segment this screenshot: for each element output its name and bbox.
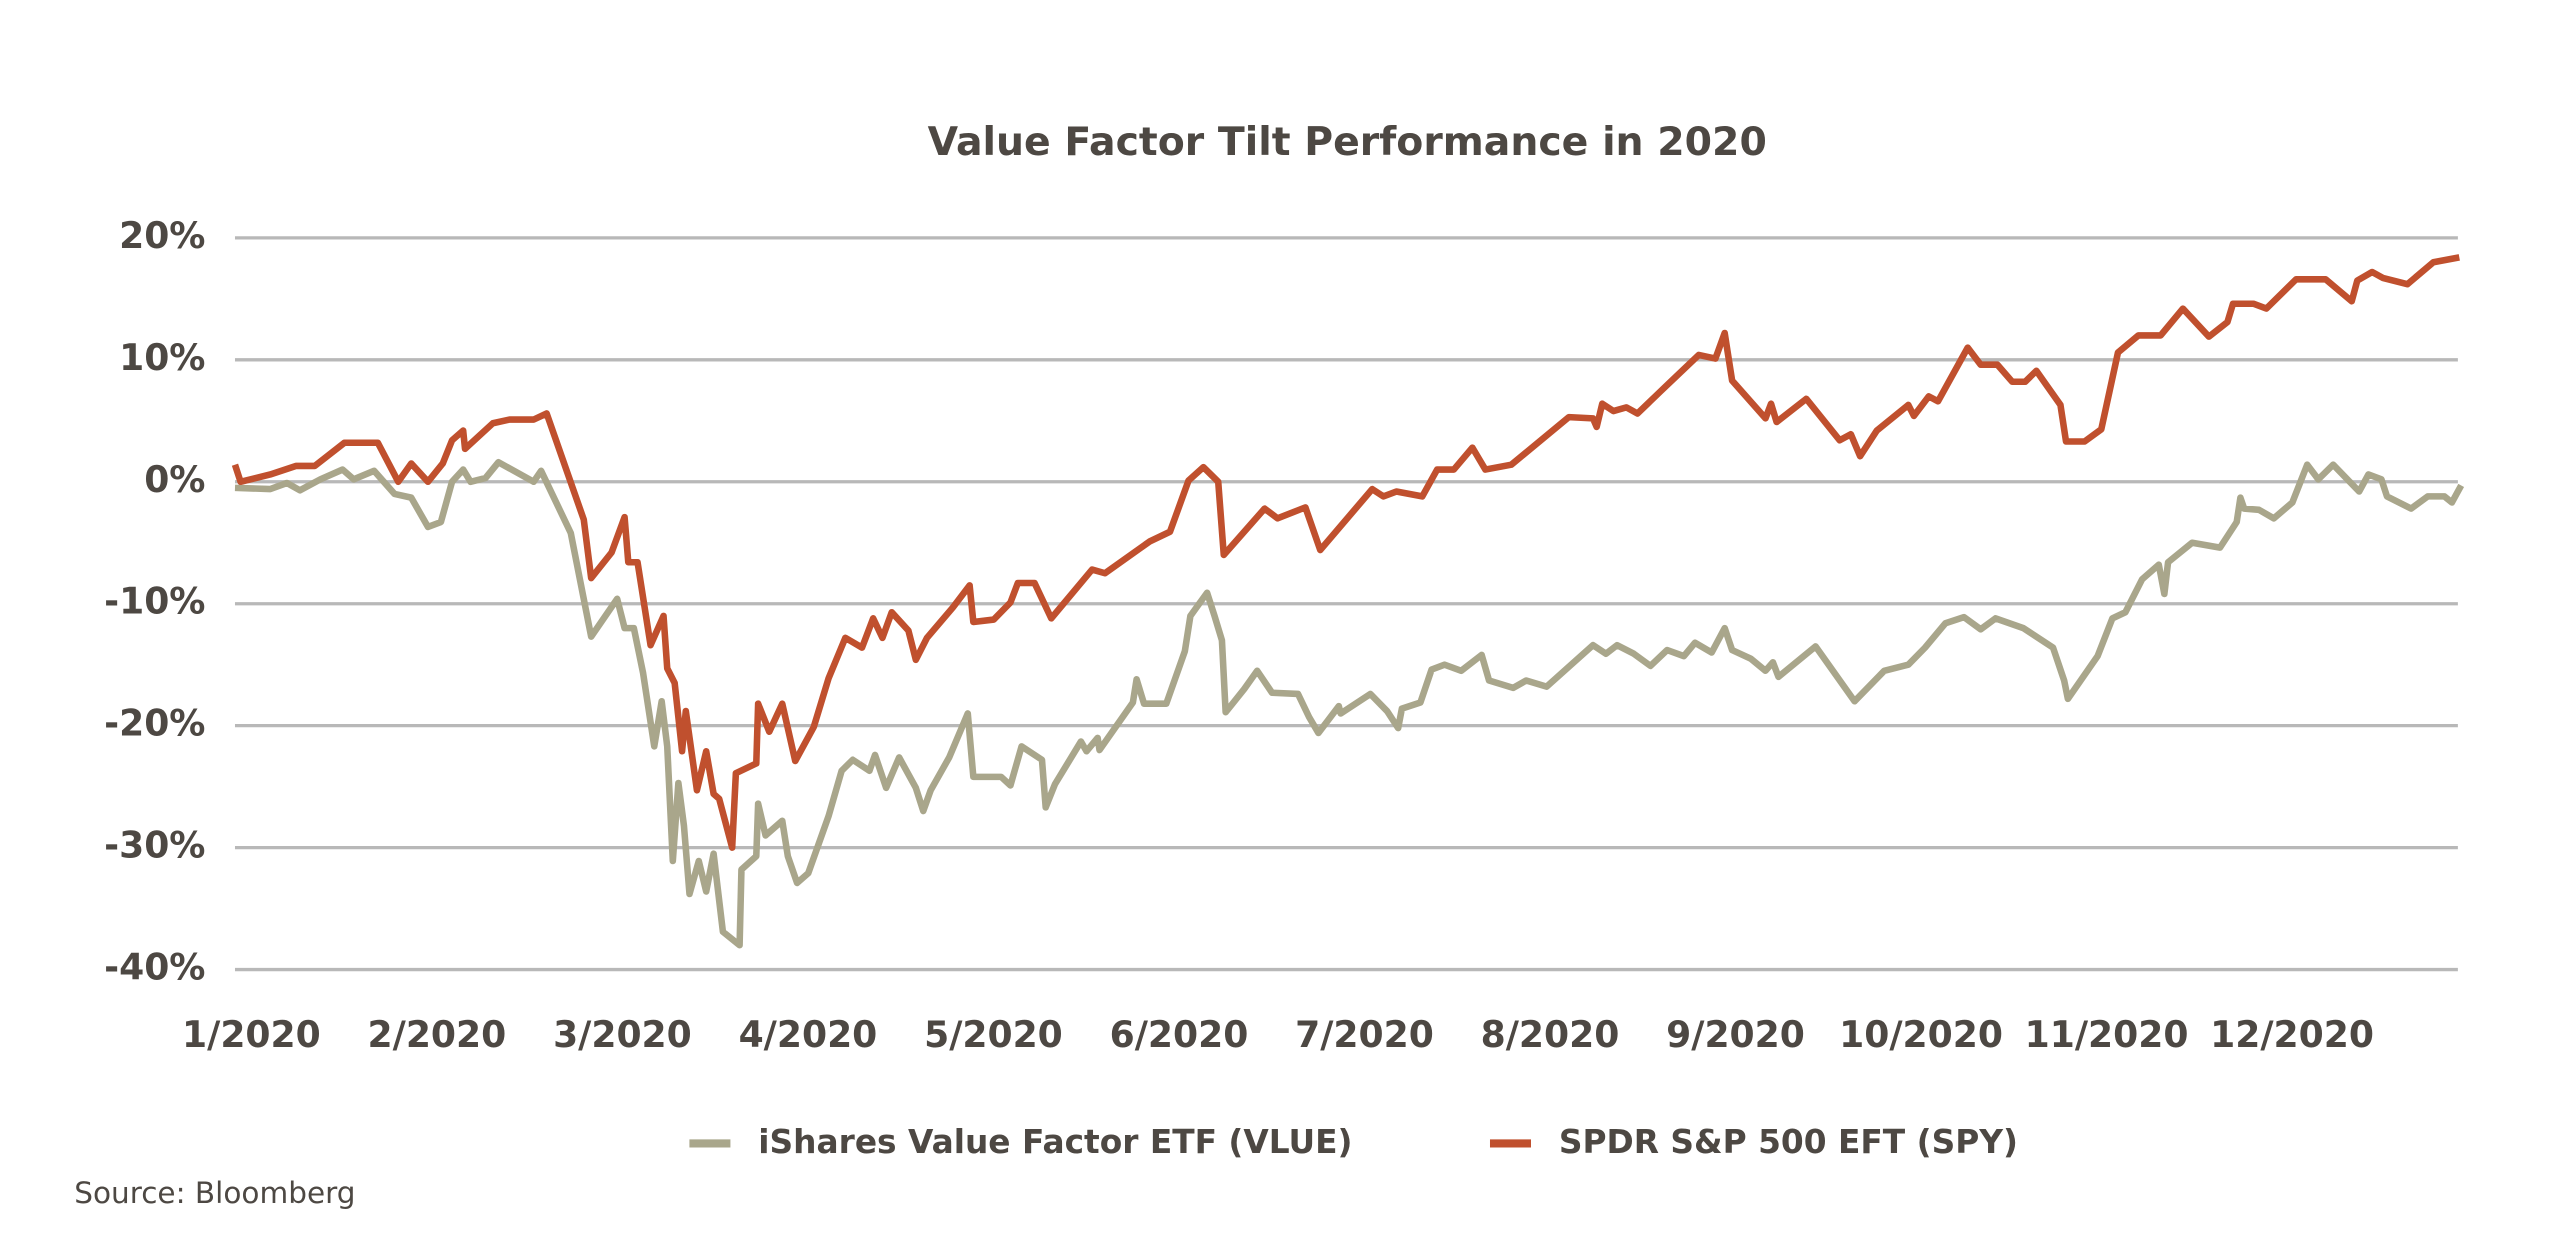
x-tick-label: 1/2020 (182, 1014, 321, 1056)
x-tick-label: 6/2020 (1110, 1014, 1249, 1056)
y-tick-label: 20% (119, 215, 205, 257)
y-tick-label: 0% (144, 459, 205, 501)
y-tick-label: -30% (104, 825, 205, 867)
x-tick-label: 11/2020 (2025, 1014, 2189, 1056)
x-tick-label: 2/2020 (368, 1014, 507, 1056)
x-tick-label: 9/2020 (1666, 1014, 1805, 1056)
x-tick-label: 10/2020 (1839, 1014, 2003, 1056)
x-tick-label: 7/2020 (1295, 1014, 1434, 1056)
chart-title: Value Factor Tilt Performance in 2020 (928, 119, 1767, 165)
series-line (234, 458, 2465, 949)
y-tick-label: -40% (104, 947, 205, 989)
x-tick-label: 8/2020 (1481, 1014, 1620, 1056)
x-tick-label: 3/2020 (553, 1014, 692, 1056)
legend-label: iShares Value Factor ETF (VLUE) (758, 1123, 1352, 1161)
legend-label: SPDR S&P 500 EFT (SPY) (1559, 1123, 2018, 1161)
series-line (231, 254, 2460, 851)
y-tick-label: 10% (119, 337, 205, 379)
x-tick-label: 12/2020 (2210, 1014, 2374, 1056)
y-tick-label: -20% (104, 703, 205, 745)
source-note: Source: Bloomberg (74, 1176, 355, 1210)
y-tick-label: -10% (104, 581, 205, 623)
x-tick-label: 4/2020 (739, 1014, 878, 1056)
x-tick-label: 5/2020 (924, 1014, 1063, 1056)
